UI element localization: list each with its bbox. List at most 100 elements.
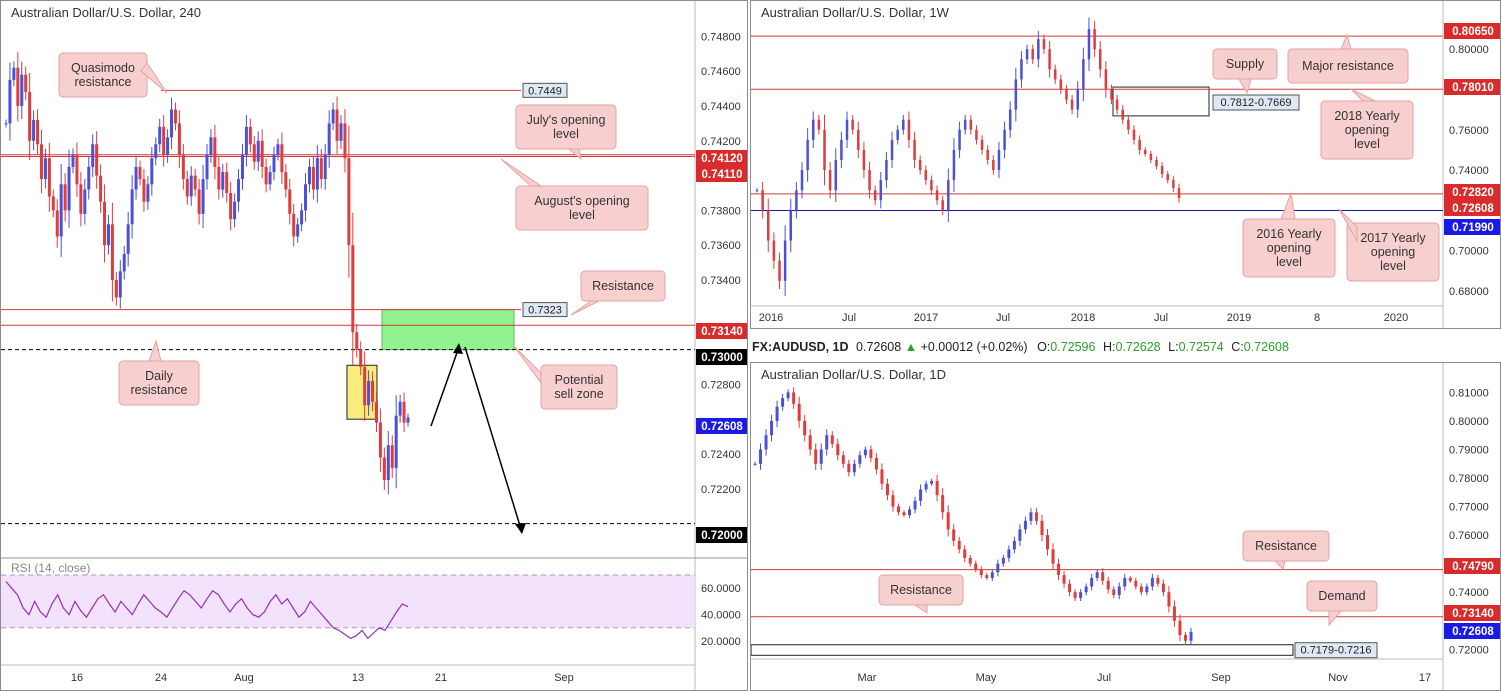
weekly-x-tick: 2016 [759, 312, 783, 324]
h4-candle [355, 332, 359, 350]
daily-candle [1062, 575, 1066, 584]
h4-candle [264, 166, 268, 185]
weekly-candle [1155, 160, 1158, 167]
daily-chart-svg[interactable]: 0.81000 0.80000 0.79000 0.78000 0.77000 0.760… [751, 363, 1501, 691]
h4-x-tick: 21 [435, 672, 447, 684]
weekly-candle [868, 170, 871, 191]
weekly-candle [879, 180, 883, 201]
yearly-2016-callout-text: 2016 Yearly [1256, 227, 1322, 241]
weekly-candle [1127, 119, 1130, 130]
daily-chart-panel[interactable]: 0.81000 0.80000 0.79000 0.78000 0.77000 0.760… [750, 362, 1501, 691]
h4-price-tag: 0.72608 [701, 421, 743, 433]
weekly-candle [755, 190, 759, 192]
daily-candle [1150, 577, 1154, 587]
h4-y-tick: 0.73600 [701, 240, 741, 252]
weekly-candle [1087, 29, 1091, 60]
h4-y-tick: 0.74400 [701, 101, 741, 113]
weekly-candle [772, 240, 776, 261]
h4-price-tag: 0.73140 [701, 326, 743, 338]
h4-candle [359, 349, 363, 367]
weekly-candle [1110, 89, 1113, 100]
weekly-candle [1037, 39, 1040, 60]
july-callout-text: July's opening [527, 113, 606, 127]
sell-zone-callout-text: Potential [555, 373, 604, 387]
quasimodo-level-box: 0.7449 [528, 85, 562, 97]
daily-candle [753, 463, 757, 465]
weekly-price-tag-bg [1444, 23, 1500, 39]
h4-candle [296, 224, 300, 237]
daily-price-tag: 0.74790 [1452, 561, 1494, 573]
h4-y-tick: 0.73800 [701, 205, 741, 217]
daily-candle [847, 463, 851, 473]
daily-x-tick: Mar [858, 672, 877, 684]
arrow-down-head [515, 523, 526, 534]
h4-chart-svg[interactable]: 0.74800 0.74600 0.74400 0.74200 0.73800 0.736… [1, 1, 748, 691]
daily-x-tick: Jul [1097, 672, 1111, 684]
quasimodo-level-box-bg [522, 82, 568, 98]
weekly-chart-title: Australian Dollar/U.S. Dollar, 1W [761, 5, 949, 20]
weekly-candle [1115, 99, 1119, 110]
weekly-candle [918, 160, 922, 171]
weekly-candle [947, 180, 950, 211]
daily-price-tag: 0.73140 [1452, 608, 1494, 620]
h4-candle [4, 123, 8, 125]
h4-candle [75, 154, 79, 185]
h4-candle [103, 201, 107, 246]
daily-resistance-callout-lower-text: Resistance [890, 583, 952, 597]
weekly-price-tag-bg [1444, 79, 1500, 95]
h4-candle [114, 280, 118, 298]
h4-candle [166, 137, 170, 155]
weekly-candle [1025, 49, 1029, 60]
h4-candle [158, 126, 162, 145]
daily-candle [852, 463, 856, 473]
demand-callout-box [1306, 580, 1378, 612]
daily-candle [985, 575, 989, 578]
daily-y-tick: 0.79000 [1449, 445, 1489, 457]
h4-y-tick: 0.74600 [701, 66, 741, 78]
weekly-candle [1143, 149, 1147, 154]
july-callout-box [515, 104, 617, 150]
demand-callout-text: Demand [1318, 589, 1365, 603]
july-callout-tail [567, 148, 582, 161]
h4-candle [177, 123, 181, 155]
daily-candle [1057, 563, 1061, 576]
high-label: H: [1102, 340, 1116, 354]
daily-candle [979, 569, 983, 576]
daily-chart-title: Australian Dollar/U.S. Dollar, 1D [761, 367, 946, 382]
h4-candle [229, 193, 233, 220]
daily-candle [1051, 549, 1055, 564]
h4-candle [173, 109, 177, 124]
weekly-chart-panel[interactable]: 0.80000 0.76000 0.74000 0.70000 0.68000 2016 J… [750, 0, 1501, 329]
daily-price-tag-bg [1444, 623, 1500, 639]
weekly-candle [812, 119, 815, 140]
h4-candle [79, 184, 83, 214]
h4-price-tag-bg [696, 527, 747, 543]
h4-candle [240, 154, 244, 180]
daily-candle [858, 455, 862, 464]
weekly-price-tag: 0.78010 [1452, 82, 1494, 94]
h4-chart-panel[interactable]: 0.74800 0.74600 0.74400 0.74200 0.73800 0.736… [0, 0, 748, 691]
weekly-candle [823, 129, 826, 171]
h4-candle [327, 123, 331, 155]
demand-zone-label: 0.7179-0.7216 [1301, 645, 1372, 657]
h4-candle [315, 158, 319, 190]
weekly-chart-svg[interactable]: 0.80000 0.76000 0.74000 0.70000 0.68000 2016 J… [751, 1, 1501, 329]
major-resistance-callout-text: Major resistance [1302, 59, 1394, 73]
h4-candle [28, 92, 32, 141]
h4-candle [209, 137, 213, 155]
h4-x-tick: 16 [71, 672, 83, 684]
daily-candle [924, 483, 928, 490]
h4-candle [99, 175, 103, 202]
h4-x-tick: Sep [554, 672, 574, 684]
daily-candle [803, 420, 807, 436]
daily-candle [880, 469, 884, 484]
h4-price-tag: 0.72000 [701, 530, 743, 542]
supply-callout-text: Supply [1226, 57, 1265, 71]
low-value: 0.72574 [1178, 340, 1224, 354]
h4-candle [8, 79, 12, 124]
h4-candle [276, 144, 280, 155]
daily-y-tick: 0.78000 [1449, 473, 1489, 485]
weekly-candle [980, 139, 984, 150]
weekly-x-tick: 2020 [1384, 312, 1408, 324]
weekly-y-tick: 0.70000 [1449, 246, 1489, 258]
